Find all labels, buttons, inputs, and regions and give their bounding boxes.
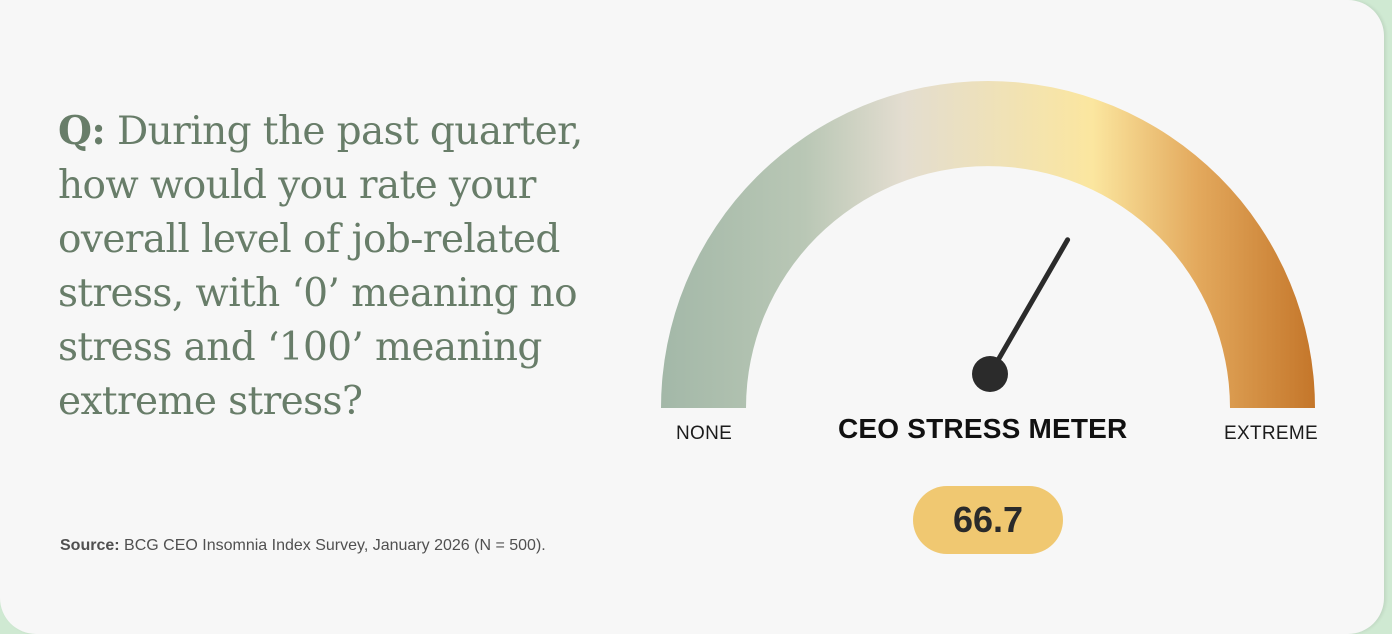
question-prefix: Q: xyxy=(58,108,106,154)
source-label: Source: xyxy=(60,537,120,554)
survey-question: Q: During the past quarter, how would yo… xyxy=(58,104,618,429)
stress-value-badge: 66.7 xyxy=(913,486,1063,554)
stress-value: 66.7 xyxy=(952,499,1024,540)
source-note: Source: BCG CEO Insomnia Index Survey, J… xyxy=(60,537,546,555)
meter-title: CEO STRESS METER xyxy=(838,413,1128,444)
gauge-needle-hub xyxy=(972,356,1008,392)
question-text: During the past quarter, how would you r… xyxy=(58,109,583,424)
gauge-max-label: EXTREME xyxy=(1224,423,1318,444)
gauge-arc xyxy=(661,81,1315,408)
gauge-min-label: NONE xyxy=(676,423,733,444)
source-text: BCG CEO Insomnia Index Survey, January 2… xyxy=(124,537,546,554)
gauge-needle xyxy=(987,237,1071,377)
stress-gauge xyxy=(661,81,1315,408)
